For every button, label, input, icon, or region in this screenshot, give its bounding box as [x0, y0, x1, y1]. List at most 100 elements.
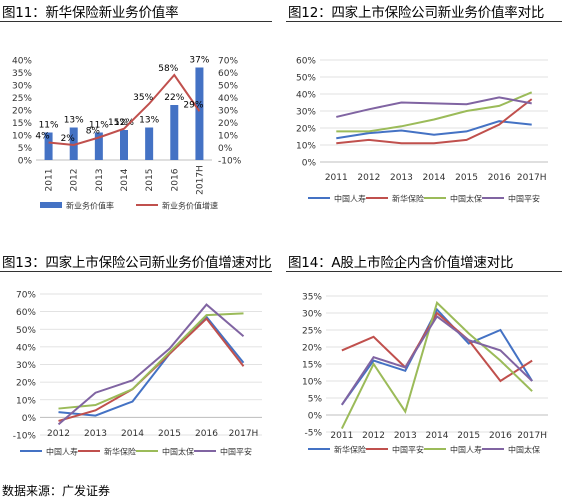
legend-label: 中国平安	[220, 447, 252, 457]
series-line	[341, 314, 533, 406]
x-tick-label: 2012	[47, 429, 70, 439]
y-right-tick-label: 40%	[218, 94, 238, 104]
x-tick-label: 2017H	[517, 431, 547, 441]
bar	[44, 132, 53, 160]
bar	[69, 127, 78, 160]
legend-label: 新华保险	[334, 445, 366, 455]
series-line	[58, 315, 245, 417]
x-tick-label: 2011	[45, 169, 55, 192]
y-tick-label: 40%	[296, 91, 316, 101]
y-tick-label: 25%	[12, 94, 32, 104]
y-tick-label: 30%	[296, 108, 316, 118]
series-line	[336, 91, 533, 133]
bar	[195, 67, 204, 160]
chart-13-svg: -10% 0% 10% 20% 30% 40% 50% 60% 70% 2012 2013 2014 2…	[13, 291, 262, 457]
chart-title-12: 图12：四家上市保险公司新业务价值率对比	[288, 5, 545, 21]
x-tick-label: 2016	[489, 431, 512, 441]
title-rule	[0, 271, 272, 272]
series-line	[341, 311, 533, 383]
x-tick-label: 2016	[195, 429, 218, 439]
bar-data-label: 11%	[89, 121, 109, 131]
y-tick-label: 40%	[16, 343, 36, 353]
y-tick-label: 20%	[12, 107, 32, 117]
x-tick-label: 2013	[390, 173, 413, 183]
y-right-tick-label: 30%	[218, 107, 238, 117]
y-right-tick-label: 10%	[218, 132, 238, 142]
x-tick-label: 2015	[158, 429, 181, 439]
series-line	[57, 303, 245, 426]
bar-data-label: 22%	[164, 93, 184, 103]
line-data-label: 2%	[61, 134, 76, 144]
x-tick-label: 2011	[330, 431, 353, 441]
legend-label: 新华保险	[392, 194, 424, 204]
y-tick-label: 10%	[16, 396, 36, 406]
bar-data-label: 37%	[189, 56, 209, 66]
x-tick-label: 2013	[84, 429, 107, 439]
y-tick-label: 20%	[16, 379, 36, 389]
y-right-tick-label: 20%	[218, 119, 238, 129]
x-tick-label: 2011	[325, 173, 348, 183]
legend-label: 中国太保	[162, 447, 194, 457]
y-tick-label: 30%	[16, 361, 36, 371]
x-tick-label: 2015	[145, 169, 155, 192]
chart-14-svg: -5% 0% 5% 10% 15% 20% 25% 30% 35% 2011 2012 2013 201…	[302, 293, 548, 455]
y-tick-label: 20%	[302, 344, 322, 354]
y-tick-label: 5%	[308, 395, 323, 405]
y-tick-label: 5%	[18, 144, 33, 154]
y-tick-label: 40%	[12, 57, 32, 67]
chart-12-svg: 0% 10% 20% 30% 40% 50% 60% 2011 2012 2013 2014 2015…	[296, 57, 548, 204]
y-right-tick-label: -10%	[218, 157, 242, 167]
line-data-label: 15%	[108, 118, 128, 128]
legend-label: 新业务价值率	[66, 201, 114, 211]
x-tick-label: 2013	[394, 431, 417, 441]
bar-data-label: 13%	[139, 116, 159, 126]
title-rule	[286, 21, 562, 22]
y-tick-label: 0%	[18, 157, 33, 167]
x-tick-label: 2012	[362, 431, 385, 441]
series-line	[341, 307, 533, 406]
title-rule	[286, 271, 562, 272]
legend-label: 中国人寿	[334, 194, 366, 204]
y-tick-label: 15%	[302, 361, 322, 371]
y-tick-label: 60%	[16, 308, 36, 318]
y-tick-label: 0%	[308, 412, 323, 422]
x-tick-label: 2014	[120, 168, 130, 191]
line-data-label: 8%	[86, 127, 101, 137]
bar	[145, 127, 154, 160]
bar-data-label: 13%	[64, 116, 84, 126]
line-data-label: 58%	[158, 64, 178, 74]
x-tick-label: 2012	[357, 173, 380, 183]
legend-label: 新业务价值增速	[162, 201, 218, 211]
legend-label: 中国太保	[450, 194, 482, 204]
x-tick-label: 2012	[70, 169, 80, 192]
chart-title-14: 图14：A股上市险企内含价值增速对比	[288, 255, 514, 271]
line-data-label: 4%	[35, 132, 50, 142]
legend-label: 中国人寿	[450, 445, 482, 455]
legend-swatch	[40, 202, 62, 208]
y-tick-label: 60%	[296, 57, 316, 67]
y-tick-label: 50%	[16, 326, 36, 336]
x-tick-label: 2017H	[195, 165, 205, 195]
y-tick-label: 0%	[22, 414, 37, 424]
y-tick-label: 15%	[12, 119, 32, 129]
x-tick-label: 2014	[426, 431, 449, 441]
x-tick-label: 2013	[95, 169, 105, 192]
y-tick-label: 10%	[296, 142, 316, 152]
series-line	[336, 96, 532, 118]
line-data-label: 29%	[183, 100, 203, 110]
series-line	[336, 98, 533, 145]
legend-label: 中国太保	[508, 445, 540, 455]
data-source: 数据来源：广发证券	[2, 484, 111, 498]
chart-11-svg: 0% 5% 10% 15% 20% 25% 30% 35% 40% -10% 0% 10% 20% 30%…	[12, 56, 242, 211]
y-right-tick-label: 70%	[218, 57, 238, 67]
legend-label: 中国人寿	[46, 447, 78, 457]
y-tick-label: 10%	[12, 132, 32, 142]
y-right-tick-label: 50%	[218, 82, 238, 92]
x-tick-label: 2015	[455, 173, 478, 183]
y-tick-label: 30%	[302, 310, 322, 320]
y-tick-label: 10%	[302, 378, 322, 388]
legend-label: 中国平安	[508, 194, 540, 204]
x-tick-label: 2014	[423, 173, 446, 183]
chart-title-11: 图11：新华保险新业务价值率	[2, 5, 179, 21]
x-tick-label: 2017H	[229, 429, 259, 439]
